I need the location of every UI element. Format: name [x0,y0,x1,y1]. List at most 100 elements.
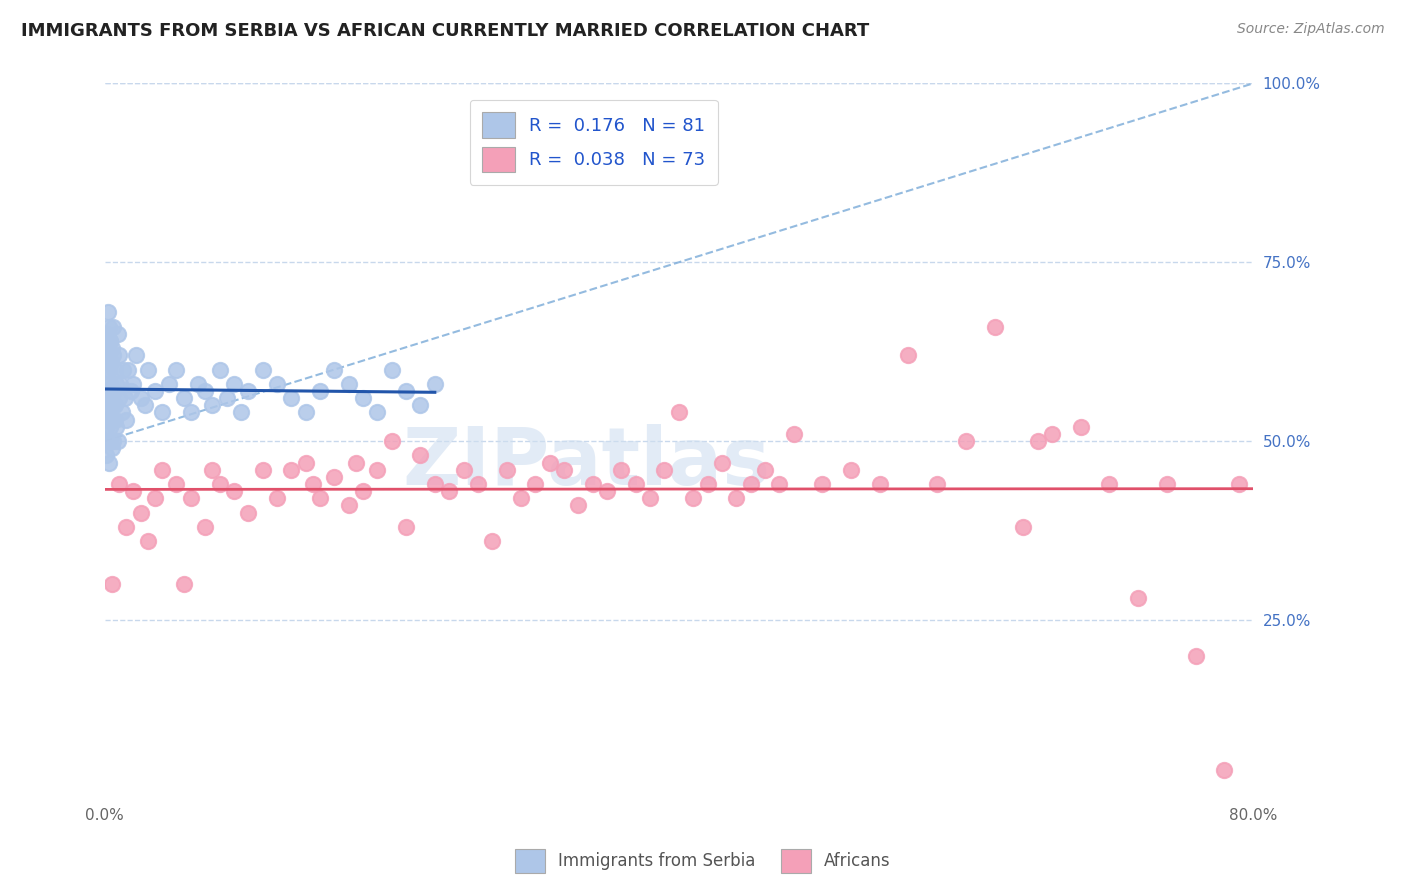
Point [344,456,367,470]
Point [104,398,127,412]
Point [103,319,125,334]
Point [567,499,589,513]
Point [409,449,432,463]
Point [1040,426,1063,441]
Point [582,477,605,491]
Point [481,534,503,549]
Point [101,341,124,355]
Point [266,376,288,391]
Point [754,463,776,477]
Point [98,419,121,434]
Point [301,477,323,491]
Point [395,520,418,534]
Point [839,463,862,477]
Point [381,434,404,449]
Point [294,405,316,419]
Point [157,376,180,391]
Point [115,412,138,426]
Point [222,484,245,499]
Point [1184,648,1206,663]
Point [768,477,790,491]
Point [897,348,920,362]
Point [222,376,245,391]
Point [105,376,128,391]
Point [97,355,120,369]
Point [229,405,252,419]
Point [110,376,132,391]
Point [115,520,138,534]
Point [710,456,733,470]
Legend: Immigrants from Serbia, Africans: Immigrants from Serbia, Africans [509,842,897,880]
Point [1156,477,1178,491]
Point [782,426,804,441]
Point [96,341,118,355]
Point [215,391,238,405]
Point [740,477,762,491]
Point [101,391,124,405]
Point [194,384,217,398]
Point [638,491,661,506]
Point [423,376,446,391]
Point [100,412,122,426]
Point [98,456,121,470]
Point [100,355,122,369]
Point [103,434,125,449]
Point [98,334,121,348]
Point [114,391,136,405]
Point [107,434,129,449]
Text: Source: ZipAtlas.com: Source: ZipAtlas.com [1237,22,1385,37]
Point [94,449,117,463]
Point [125,348,148,362]
Point [395,384,418,398]
Legend: R =  0.176   N = 81, R =  0.038   N = 73: R = 0.176 N = 81, R = 0.038 N = 73 [470,100,718,185]
Point [136,362,159,376]
Point [238,506,260,520]
Point [180,405,202,419]
Point [129,506,152,520]
Point [437,484,460,499]
Point [294,456,316,470]
Point [98,384,121,398]
Point [337,376,360,391]
Point [352,484,374,499]
Point [869,477,891,491]
Point [610,463,633,477]
Point [187,376,209,391]
Point [129,391,152,405]
Point [117,362,139,376]
Point [983,319,1005,334]
Point [101,577,124,591]
Point [467,477,489,491]
Point [122,484,145,499]
Point [538,456,561,470]
Text: ZIPatlas: ZIPatlas [404,424,770,501]
Point [101,398,124,412]
Point [524,477,547,491]
Point [654,463,676,477]
Point [96,398,118,412]
Point [107,326,129,341]
Point [96,362,118,376]
Point [96,376,118,391]
Point [96,326,118,341]
Point [108,348,131,362]
Point [1213,763,1236,777]
Point [208,477,231,491]
Point [111,405,134,419]
Point [173,577,195,591]
Point [100,376,122,391]
Point [337,499,360,513]
Point [194,520,217,534]
Point [1070,419,1092,434]
Text: IMMIGRANTS FROM SERBIA VS AFRICAN CURRENTLY MARRIED CORRELATION CHART: IMMIGRANTS FROM SERBIA VS AFRICAN CURREN… [21,22,869,40]
Point [98,405,121,419]
Point [108,391,131,405]
Point [366,463,388,477]
Point [105,419,128,434]
Point [94,348,117,362]
Point [280,391,302,405]
Point [238,384,260,398]
Point [596,484,619,499]
Point [266,491,288,506]
Point [101,442,124,456]
